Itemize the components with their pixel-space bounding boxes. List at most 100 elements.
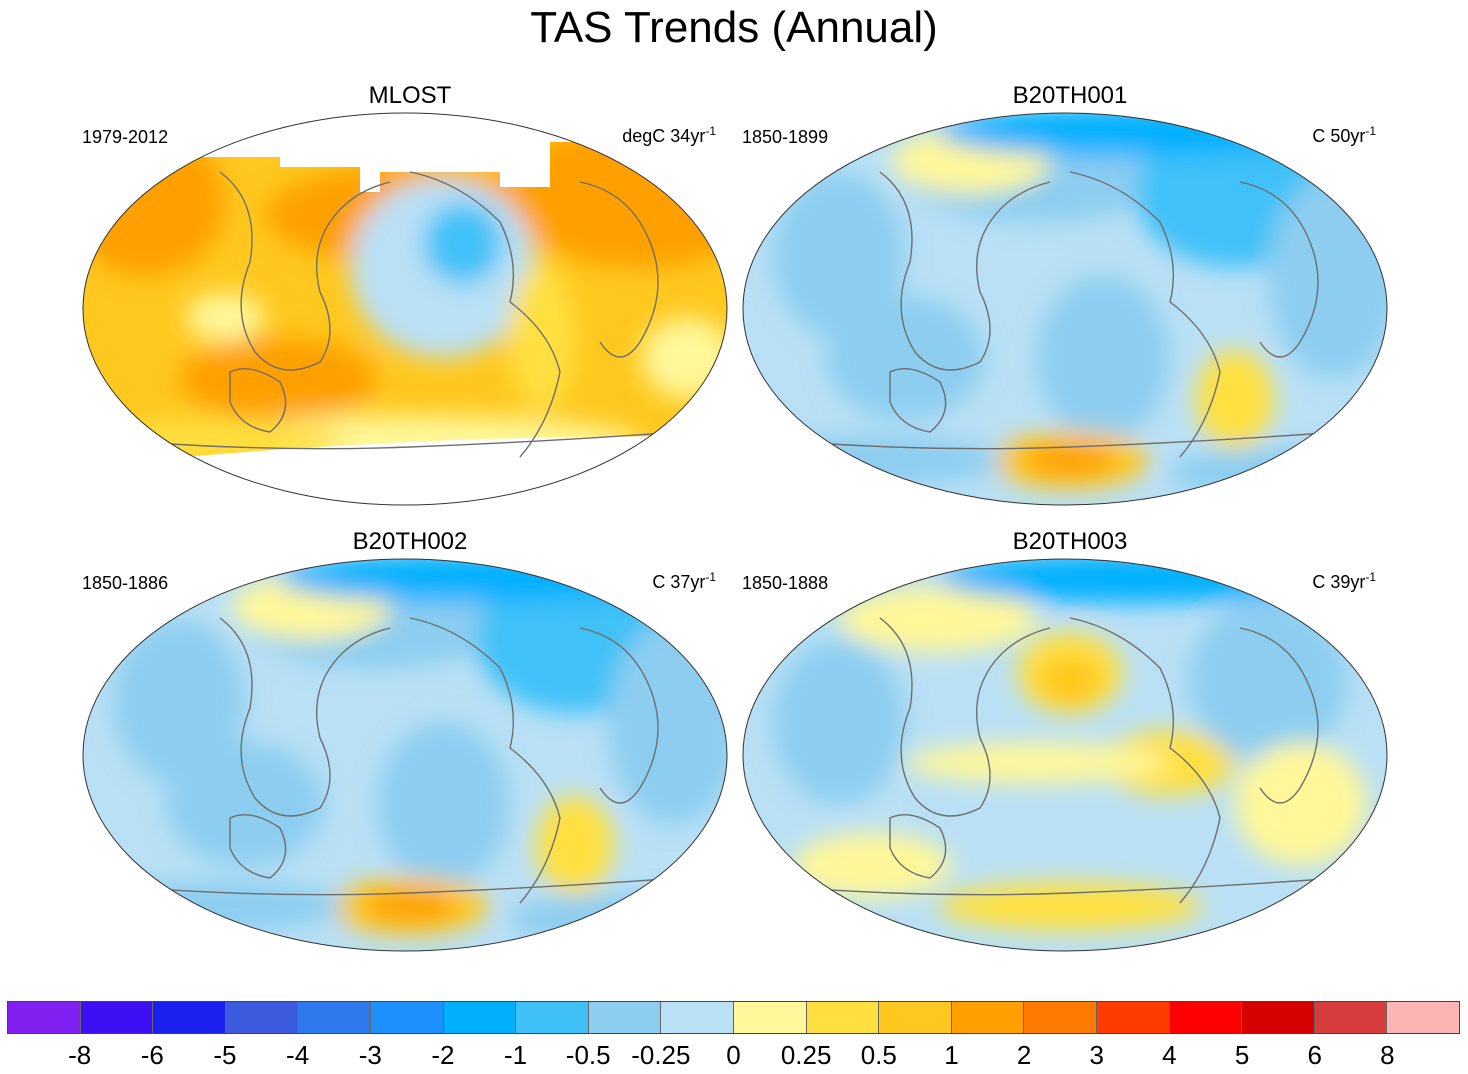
trend-region bbox=[165, 742, 325, 866]
trend-region bbox=[509, 894, 707, 944]
map-panel-mlost: MLOST 1979-2012 degC 34yr-1 bbox=[80, 82, 740, 516]
coastline bbox=[139, 431, 681, 450]
coastline bbox=[579, 627, 659, 804]
trend-region bbox=[179, 337, 377, 420]
trend-region bbox=[83, 881, 344, 932]
panel-title: B20TH003 bbox=[1012, 528, 1128, 555]
colorbar-swatch bbox=[1096, 1002, 1170, 1033]
colorbar-tick-label: -3 bbox=[358, 1040, 382, 1070]
colorbar bbox=[7, 1001, 1460, 1034]
colorbar-swatch bbox=[443, 1002, 517, 1033]
colorbar-tick-label: -6 bbox=[140, 1040, 164, 1070]
coastline bbox=[579, 181, 659, 358]
panel-title: B20TH002 bbox=[352, 528, 468, 555]
trend-region bbox=[839, 586, 1037, 653]
colorbar-tick-label: 6 bbox=[1307, 1040, 1322, 1070]
map-panel-b20th003: B20TH003 1850-1888 C 39yr-1 bbox=[740, 528, 1400, 962]
trend-region bbox=[1037, 656, 1103, 706]
trend-region bbox=[773, 173, 905, 338]
trend-region bbox=[423, 202, 503, 285]
trend-region bbox=[509, 263, 575, 412]
colorbar-tick-label: -2 bbox=[431, 1040, 455, 1070]
colorbar-tick-label: 2 bbox=[1016, 1040, 1032, 1070]
colorbar-tick-label: 8 bbox=[1380, 1040, 1395, 1070]
colorbar-swatch bbox=[225, 1002, 299, 1033]
colorbar-tick-label: -5 bbox=[213, 1040, 237, 1070]
trend-region bbox=[1023, 444, 1117, 477]
map-panel-b20th002: B20TH002 1850-1886 C 37yr-1 bbox=[80, 528, 740, 962]
coastline bbox=[879, 617, 1051, 817]
trend-region bbox=[1169, 448, 1367, 498]
colorbar-swatch bbox=[1169, 1002, 1243, 1033]
colorbar-tick-label: -0.5 bbox=[565, 1040, 611, 1070]
colorbar-tick-label: 0 bbox=[726, 1040, 741, 1070]
trend-map bbox=[742, 112, 1388, 506]
map-border bbox=[742, 112, 1388, 506]
colorbar-swatch bbox=[661, 1002, 734, 1033]
colorbar-swatch bbox=[951, 1002, 1025, 1033]
colorbar-labels: -8 -6 -5 -4 -3 -2 -1 -0.5 -0.25 0 0.25 0.5 1 2 3 4 5 6 8 bbox=[0, 1040, 1468, 1074]
coastline bbox=[409, 617, 561, 904]
colorbar-swatch bbox=[1024, 1002, 1097, 1033]
colorbar-tick-label: -8 bbox=[68, 1040, 92, 1070]
coastline bbox=[889, 368, 947, 433]
coastline bbox=[1069, 171, 1221, 458]
trend-region bbox=[1195, 349, 1275, 449]
colorbar-swatch bbox=[1242, 1002, 1315, 1033]
trend-region bbox=[825, 296, 985, 420]
colorbar-swatch bbox=[1314, 1002, 1388, 1033]
trend-region bbox=[743, 435, 1004, 486]
colorbar-swatch bbox=[1387, 1002, 1459, 1033]
trend-region bbox=[1235, 742, 1367, 866]
colorbar-tick-label: -1 bbox=[503, 1040, 528, 1070]
coastline bbox=[1239, 627, 1319, 804]
trend-region bbox=[113, 619, 245, 784]
period-label: 1850-1888 bbox=[742, 573, 829, 593]
map-border bbox=[742, 558, 1388, 952]
main-title: TAS Trends (Annual) bbox=[530, 3, 938, 52]
map-border bbox=[82, 112, 728, 506]
colorbar-tick-label: 0.25 bbox=[780, 1040, 832, 1070]
colorbar-tick-label: 0.5 bbox=[860, 1040, 897, 1070]
trend-region bbox=[773, 640, 905, 804]
coastline bbox=[409, 171, 561, 458]
trend-region bbox=[377, 722, 509, 886]
period-label: 1979-2012 bbox=[82, 127, 169, 147]
missing-data-region bbox=[180, 113, 640, 192]
colorbar-swatch bbox=[879, 1002, 952, 1033]
coastline bbox=[229, 368, 287, 433]
colorbar-swatch bbox=[298, 1002, 371, 1033]
colorbar-tick-label: 3 bbox=[1089, 1040, 1104, 1070]
colorbar-tick-label: 4 bbox=[1162, 1040, 1177, 1070]
missing-data-region bbox=[83, 436, 727, 505]
trend-map bbox=[82, 112, 728, 506]
map-border bbox=[82, 558, 728, 952]
map-panel-b20th001: B20TH001 1850-1899 C 50yr-1 bbox=[740, 82, 1400, 516]
period-label: 1850-1886 bbox=[82, 573, 169, 593]
trend-map bbox=[742, 558, 1388, 952]
trend-region bbox=[185, 292, 265, 342]
colorbar-tick-label: -0.25 bbox=[631, 1040, 691, 1070]
colorbar-swatch bbox=[516, 1002, 589, 1033]
colorbar-swatch bbox=[8, 1002, 81, 1033]
coastline bbox=[1239, 181, 1319, 358]
coastline bbox=[889, 814, 947, 879]
trend-region bbox=[1037, 276, 1169, 440]
trend-region bbox=[1188, 599, 1348, 763]
trend-region bbox=[641, 317, 727, 399]
coastline bbox=[799, 431, 1341, 450]
colorbar-swatch bbox=[588, 1002, 662, 1033]
trend-region bbox=[792, 832, 952, 899]
trend-map bbox=[82, 558, 728, 952]
units-label: C 39yr-1 bbox=[1312, 570, 1376, 592]
trend-region bbox=[905, 742, 1169, 784]
coastline bbox=[139, 877, 681, 896]
units-label: C 37yr-1 bbox=[652, 570, 716, 592]
colorbar-swatch bbox=[153, 1002, 226, 1033]
colorbar-swatch bbox=[806, 1002, 880, 1033]
trend-region bbox=[535, 795, 615, 895]
period-label: 1850-1899 bbox=[742, 127, 829, 147]
colorbar-swatch bbox=[733, 1002, 807, 1033]
trend-region bbox=[363, 890, 457, 923]
colorbar-swatch bbox=[370, 1002, 444, 1033]
